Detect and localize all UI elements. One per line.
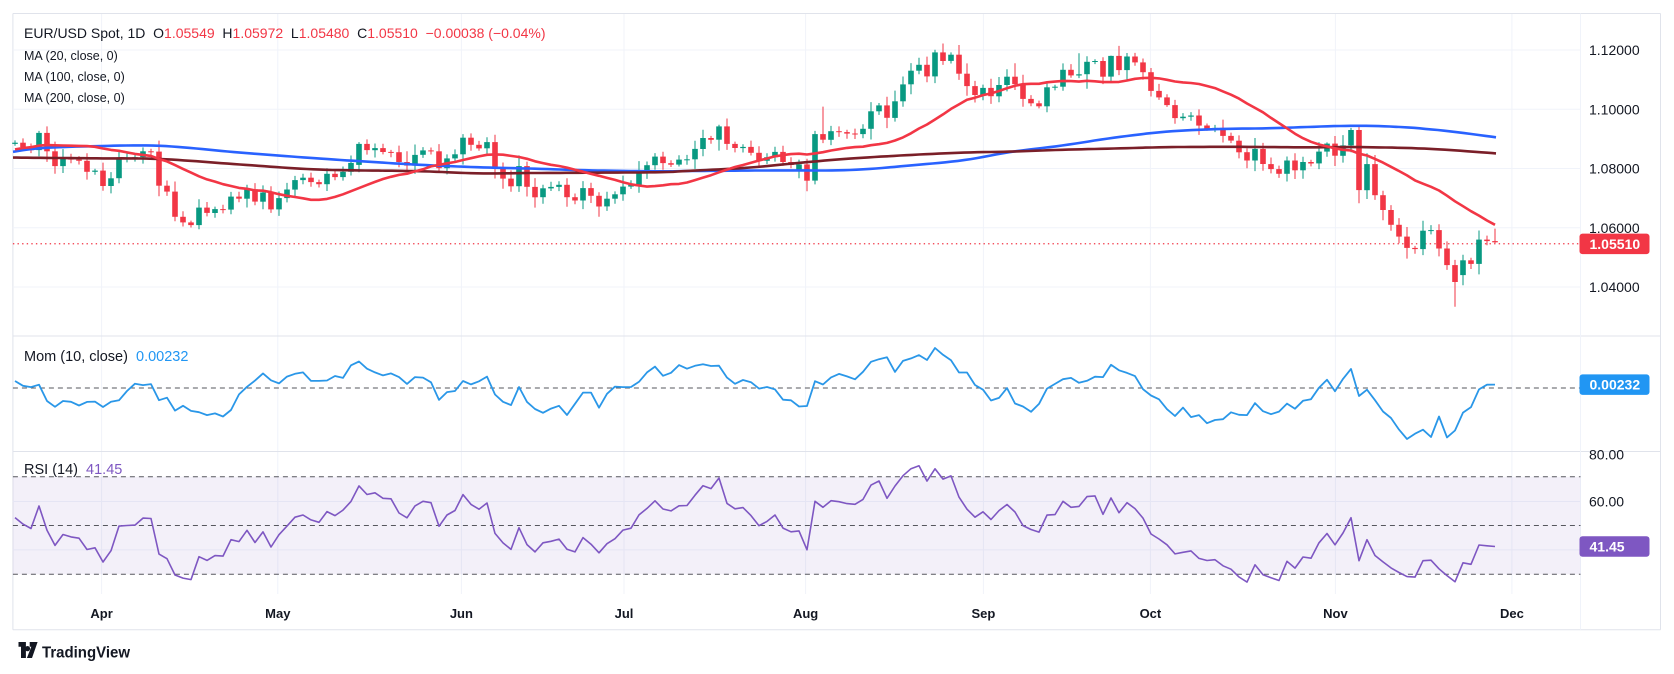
svg-text:May: May	[265, 606, 291, 621]
svg-text:60.00: 60.00	[1589, 494, 1624, 510]
svg-text:Sep: Sep	[971, 606, 995, 621]
svg-text:Mom (10, close) 0.00232: Mom (10, close) 0.00232	[24, 349, 188, 365]
svg-text:0.00232: 0.00232	[1590, 377, 1641, 393]
svg-text:Nov: Nov	[1323, 606, 1348, 621]
svg-text:Apr: Apr	[90, 606, 112, 621]
svg-text:1.12000: 1.12000	[1589, 42, 1640, 58]
svg-text:TradingView: TradingView	[42, 645, 131, 662]
svg-text:1.08000: 1.08000	[1589, 161, 1640, 177]
svg-text:MA (200, close, 0): MA (200, close, 0)	[24, 91, 125, 105]
svg-text:Oct: Oct	[1140, 606, 1162, 621]
svg-text:Dec: Dec	[1500, 606, 1524, 621]
svg-text:Jun: Jun	[450, 606, 473, 621]
svg-text:1.04000: 1.04000	[1589, 279, 1640, 295]
svg-text:Jul: Jul	[615, 606, 634, 621]
svg-text:1.06000: 1.06000	[1589, 220, 1640, 236]
svg-text:80.00: 80.00	[1589, 447, 1624, 463]
svg-text:Aug: Aug	[793, 606, 818, 621]
svg-text:MA (20, close, 0): MA (20, close, 0)	[24, 49, 118, 63]
svg-text:41.45: 41.45	[1590, 538, 1625, 554]
svg-text:1.10000: 1.10000	[1589, 101, 1640, 117]
svg-text:MA (100, close, 0): MA (100, close, 0)	[24, 70, 125, 84]
svg-text:EUR/USD Spot, 1D O1.05549 H1: EUR/USD Spot, 1D O1.05549 H1.05972 L1.05…	[24, 25, 546, 41]
svg-text:1.05510: 1.05510	[1590, 236, 1641, 252]
svg-text:RSI (14) 41.45: RSI (14) 41.45	[24, 462, 122, 478]
